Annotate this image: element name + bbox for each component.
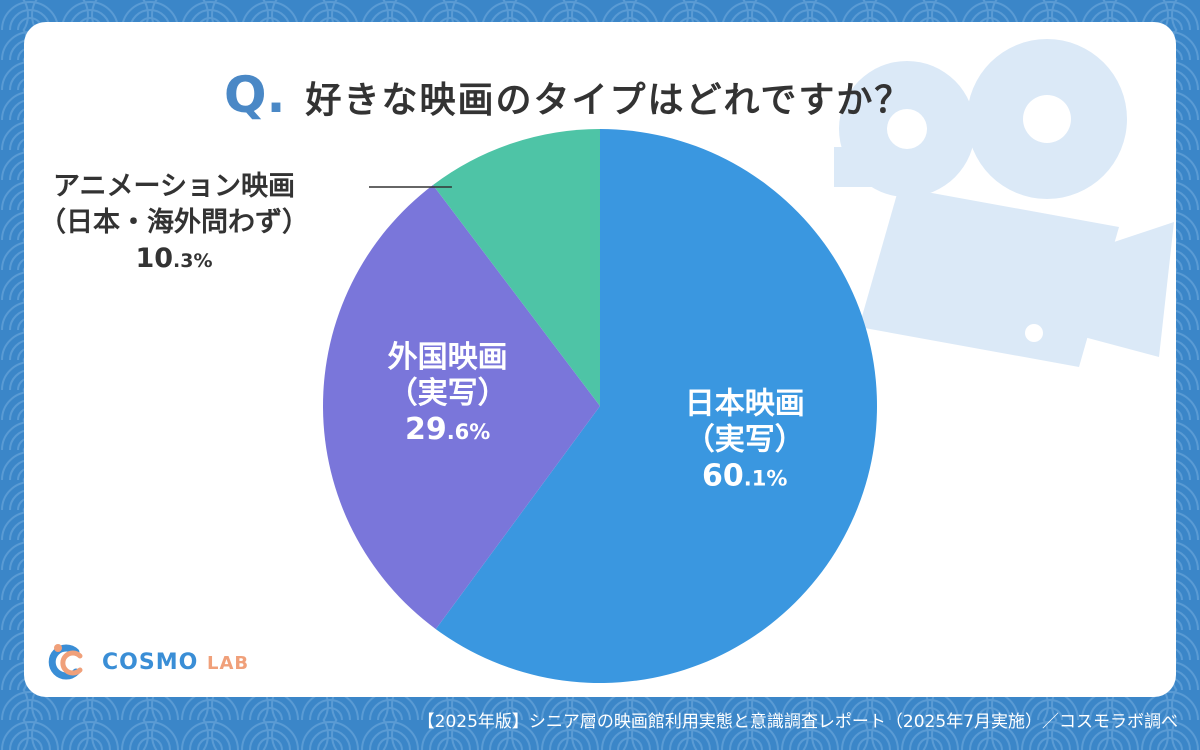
- chart-card: Q . 好きな映画のタイプはどれですか？ 日本映画（実写） 60.1% 外国映画（実…: [24, 22, 1176, 697]
- question-dot: .: [266, 66, 286, 124]
- pie-slice-2: [432, 129, 600, 406]
- logo-sub: LAB: [206, 652, 250, 674]
- pie-chart: 日本映画（実写） 60.1% 外国映画（実写） 29.6% アニメーション映画（日本・海…: [39, 129, 877, 683]
- slice-label-0: 日本映画（実写） 60.1%: [685, 387, 805, 494]
- slice-label-1: 外国映画（実写） 29.6%: [388, 340, 508, 447]
- movie-camera-icon: [834, 39, 1174, 367]
- logo-main: COSMO: [102, 649, 199, 675]
- logo-icon: [48, 644, 83, 680]
- logo-text: COSMO LAB: [102, 650, 249, 675]
- pie-slice-1: [322, 185, 600, 630]
- chart-title: Q . 好きな映画のタイプはどれですか？: [224, 66, 912, 136]
- slice-label-2: アニメーション映画（日本・海外問わず） 10.3%: [39, 171, 309, 274]
- question-mark-label: Q: [224, 66, 267, 124]
- question-text: 好きな映画のタイプはどれですか？: [305, 80, 913, 121]
- source-footer: 【2025年版】シニア層の映画館利用実態と意識調査レポート（2025年7月実施）…: [417, 712, 1178, 732]
- pie-slice-0: [435, 129, 877, 683]
- cosmo-lab-logo: COSMO LAB: [46, 642, 249, 682]
